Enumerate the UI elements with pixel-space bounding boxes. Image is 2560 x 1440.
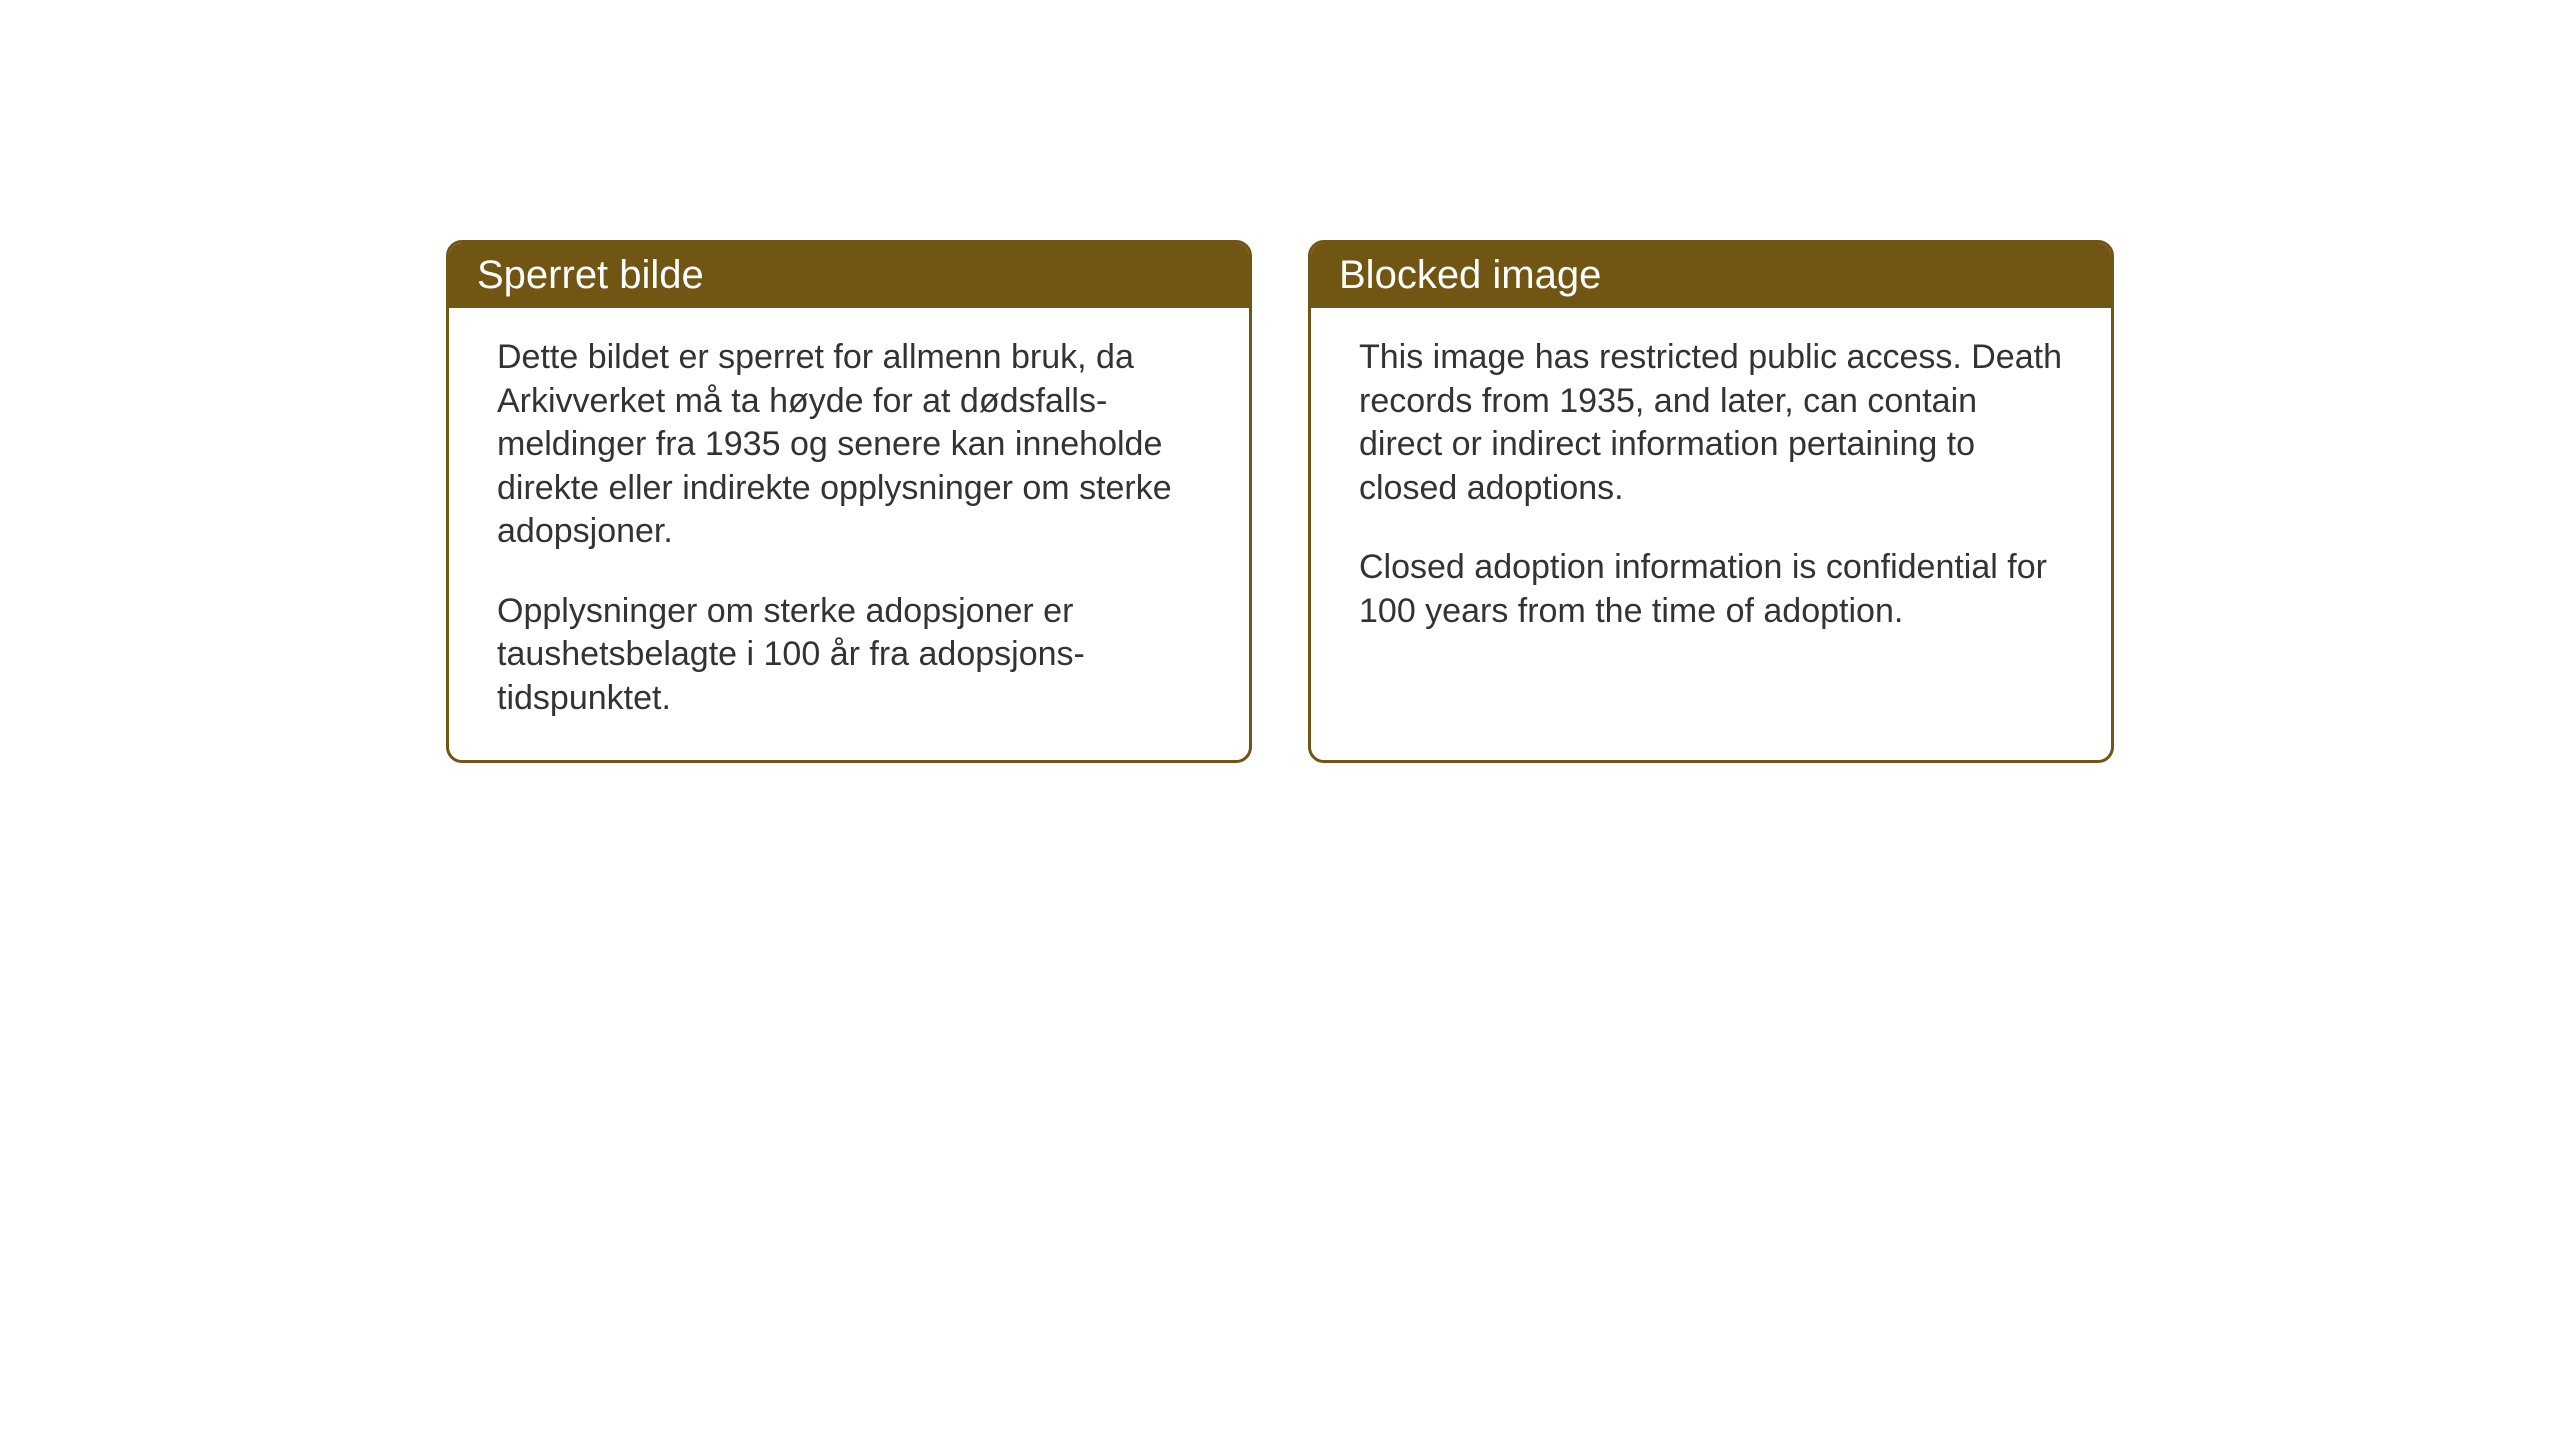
card-title-english: Blocked image: [1339, 253, 1601, 297]
card-paragraph-english-1: This image has restricted public access.…: [1359, 336, 2063, 510]
card-paragraph-english-2: Closed adoption information is confident…: [1359, 546, 2063, 633]
card-title-norwegian: Sperret bilde: [477, 253, 704, 297]
card-paragraph-norwegian-2: Opplysninger om sterke adopsjoner er tau…: [497, 590, 1201, 721]
card-header-english: Blocked image: [1311, 243, 2111, 308]
card-body-norwegian: Dette bildet er sperret for allmenn bruk…: [449, 308, 1249, 760]
notice-container: Sperret bilde Dette bildet er sperret fo…: [446, 240, 2114, 763]
card-paragraph-norwegian-1: Dette bildet er sperret for allmenn bruk…: [497, 336, 1201, 554]
notice-card-english: Blocked image This image has restricted …: [1308, 240, 2114, 763]
notice-card-norwegian: Sperret bilde Dette bildet er sperret fo…: [446, 240, 1252, 763]
card-header-norwegian: Sperret bilde: [449, 243, 1249, 308]
card-body-english: This image has restricted public access.…: [1311, 308, 2111, 673]
